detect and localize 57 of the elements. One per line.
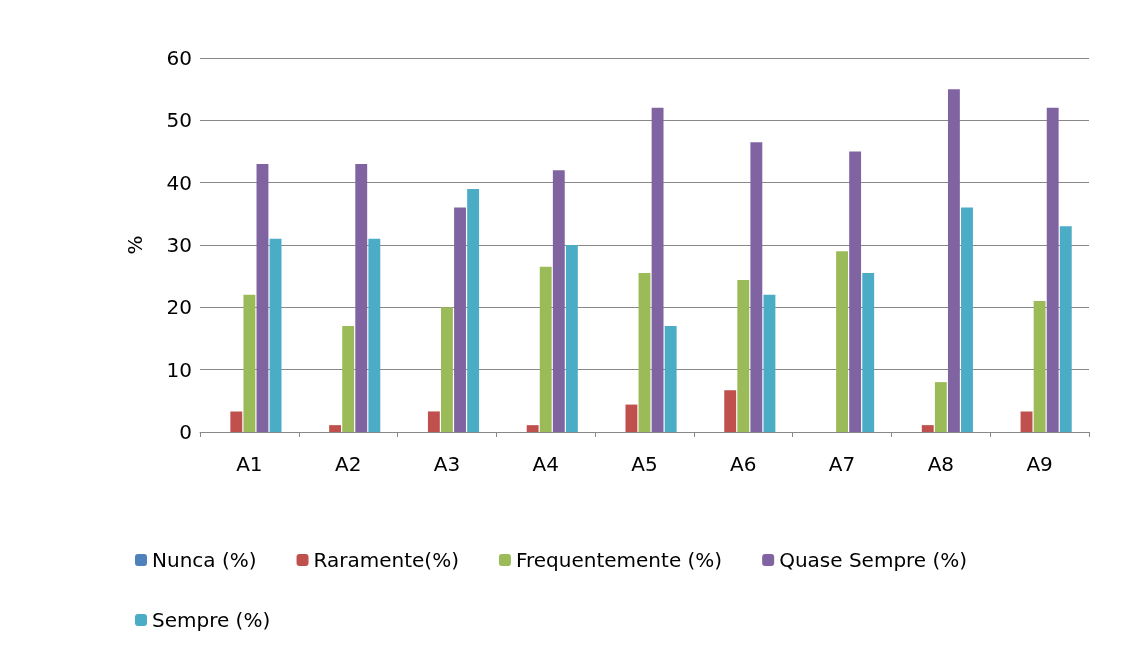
legend-label: Raramente(%) [313,548,459,572]
bar [342,326,355,432]
x-tick-label: A7 [828,452,856,476]
bar [454,207,466,432]
x-tick-label: A8 [927,452,955,476]
bar [849,151,862,432]
bar [737,279,750,432]
bar [230,411,243,432]
bar [1046,107,1059,432]
bar [552,170,565,432]
y-tick-label: 0 [179,420,192,444]
x-tick-label: A2 [334,452,362,476]
bar [1033,301,1046,432]
y-tick-label: 20 [166,295,192,320]
bar [836,251,848,432]
y-tick-label: 10 [166,357,192,382]
bar [947,89,960,432]
x-tick-label: A3 [433,452,461,476]
bar [243,294,256,432]
x-tick-label: A5 [631,452,658,476]
bar [329,425,342,432]
bar [1020,411,1033,432]
bar [1059,226,1072,432]
bar [862,273,875,432]
bar [269,238,282,432]
y-tick-label: 30 [166,233,192,257]
legend-label: Nunca (%) [152,548,257,572]
bar [724,390,737,432]
bar [921,425,934,432]
x-tick-label: A6 [730,452,757,476]
bar [638,273,651,432]
legend-label: Frequentemente (%) [515,548,723,572]
bar [961,207,973,432]
bar [664,326,677,432]
y-tick-label: 60 [166,46,192,70]
x-tick-label: A4 [532,452,559,476]
x-tick-label: A1 [236,452,263,476]
bar [750,142,763,432]
bar [763,294,776,432]
bar [441,307,453,432]
y-axis-title: % [123,235,147,255]
bar [368,238,381,432]
bar [934,382,947,432]
bar [651,107,664,432]
bar [427,411,440,432]
y-tick-label: 40 [166,170,192,195]
bar [256,163,269,432]
bar [467,188,480,432]
bar [565,245,578,432]
bar [539,266,552,432]
bar [526,425,539,432]
x-tick-label: A9 [1026,452,1053,476]
legend-label: Quase Sempre (%) [779,548,968,572]
bar [625,404,638,432]
bar [355,163,368,432]
legend-label: Sempre (%) [152,608,271,632]
y-tick-label: 50 [166,108,192,133]
